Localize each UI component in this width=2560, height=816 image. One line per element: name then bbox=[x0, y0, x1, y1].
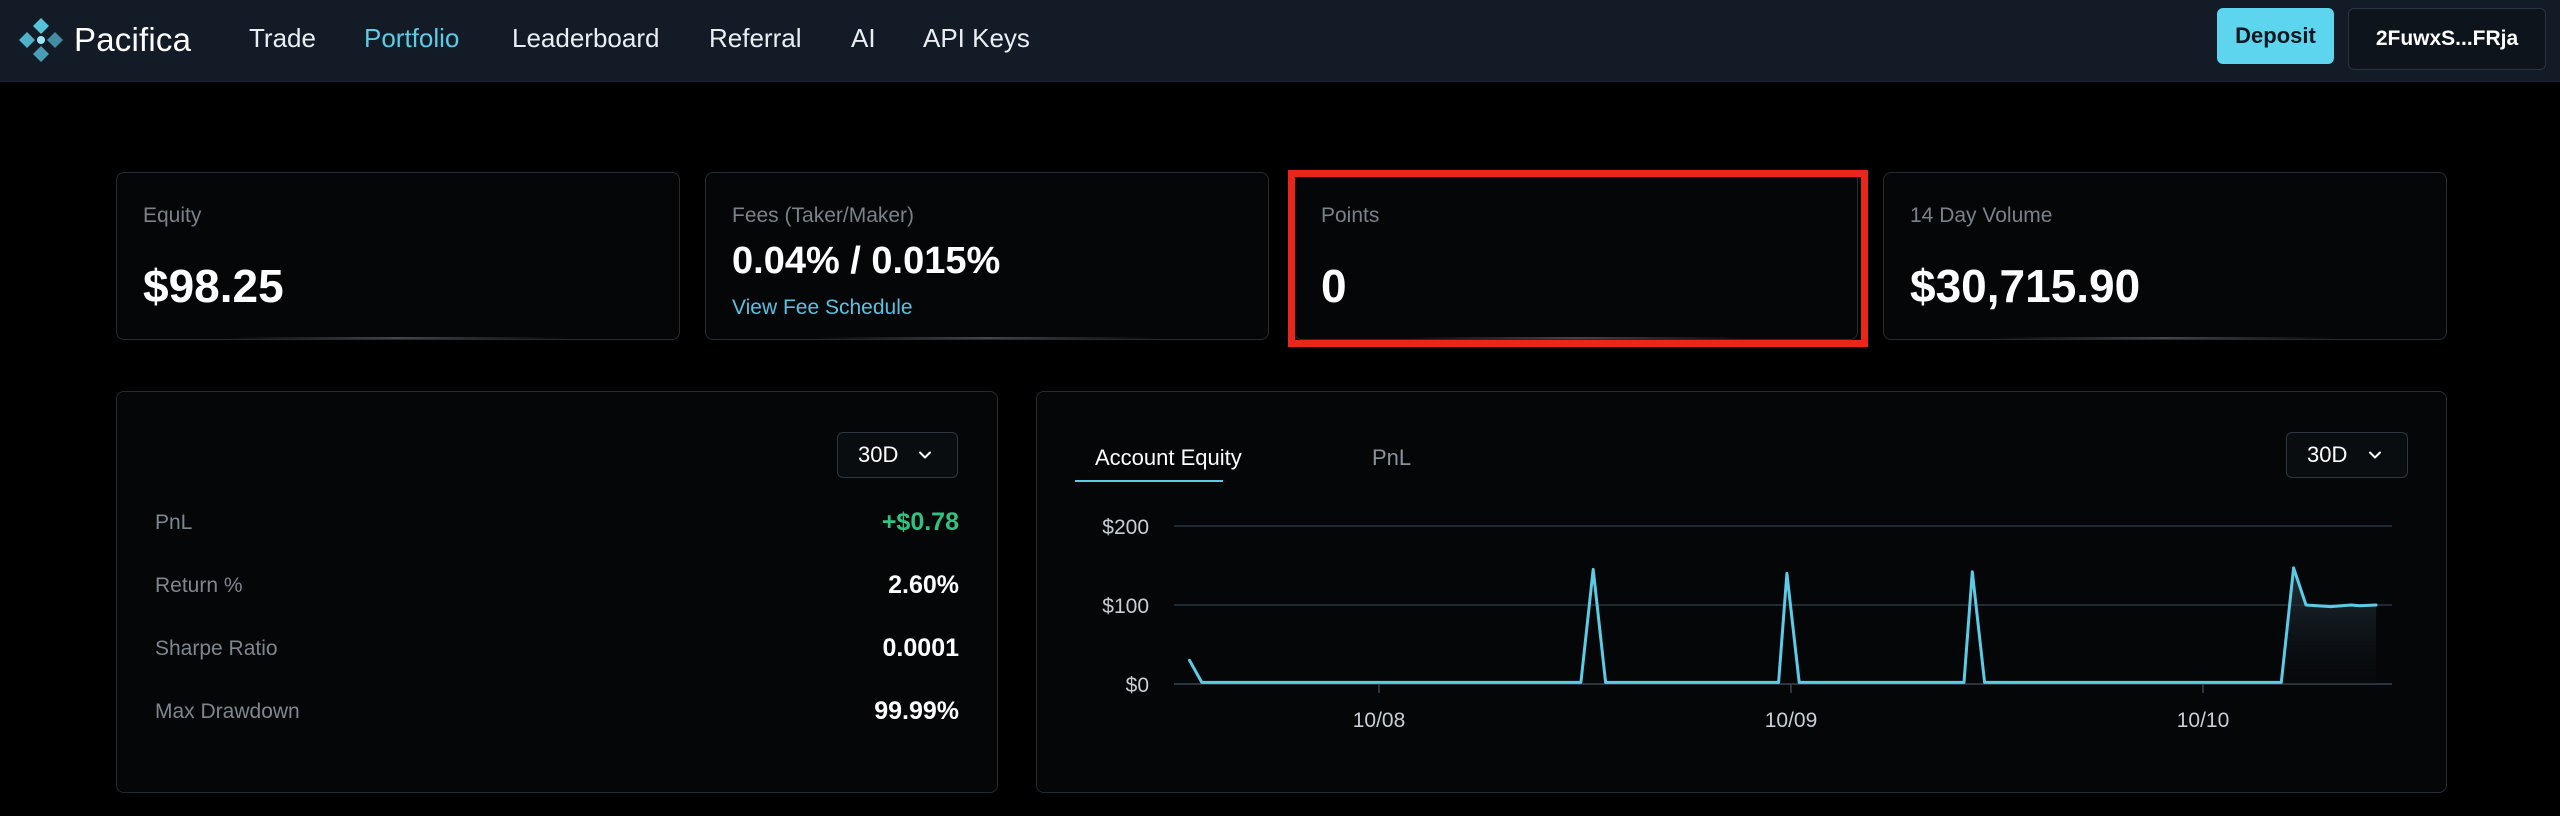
top-nav-bar: Pacifica Trade Portfolio Leaderboard Ref… bbox=[0, 0, 2560, 82]
volume-card: 14 Day Volume $30,715.90 bbox=[1883, 172, 2447, 340]
chart-range-select[interactable]: 30D bbox=[2286, 432, 2408, 478]
x-tick-label: 10/09 bbox=[1765, 709, 1818, 732]
points-value: 0 bbox=[1321, 260, 1347, 312]
performance-range-value: 30D bbox=[858, 442, 899, 467]
metric-row-sharpe: Sharpe Ratio 0.0001 bbox=[155, 634, 959, 667]
volume-label: 14 Day Volume bbox=[1910, 204, 2053, 227]
metric-label: Return % bbox=[155, 574, 243, 597]
active-tab-indicator bbox=[1075, 480, 1223, 482]
fees-card: Fees (Taker/Maker) 0.04% / 0.015% View F… bbox=[705, 172, 1269, 340]
brand-name: Pacifica bbox=[74, 21, 192, 58]
metric-row-drawdown: Max Drawdown 99.99% bbox=[155, 697, 959, 730]
fees-value: 0.04% / 0.015% bbox=[732, 240, 1001, 282]
nav-trade[interactable]: Trade bbox=[249, 23, 316, 53]
fees-label: Fees (Taker/Maker) bbox=[732, 204, 915, 227]
account-equity-chart[interactable]: $200 $100 $0 10/08 10/09 10/10 bbox=[1037, 392, 2448, 794]
wallet-address-button[interactable]: 2FuwxS...FRja bbox=[2348, 8, 2546, 70]
view-fee-schedule-link[interactable]: View Fee Schedule bbox=[732, 296, 913, 319]
equity-value: $98.25 bbox=[143, 260, 284, 312]
metric-value: 99.99% bbox=[874, 697, 959, 725]
points-card: Points 0 bbox=[1294, 172, 1858, 340]
equity-area-fill bbox=[2281, 567, 2377, 684]
y-tick-label: $100 bbox=[1102, 595, 1149, 618]
equity-card: Equity $98.25 bbox=[116, 172, 680, 340]
metric-row-return: Return % 2.60% bbox=[155, 571, 959, 604]
y-tick-label: $200 bbox=[1102, 516, 1149, 539]
chevron-down-icon bbox=[2369, 451, 2381, 459]
metric-label: PnL bbox=[155, 511, 193, 534]
pacifica-logo-icon bbox=[19, 18, 63, 62]
card-divider bbox=[229, 337, 567, 339]
equity-series-line bbox=[1188, 566, 2378, 684]
card-divider bbox=[1996, 337, 2334, 339]
chevron-down-icon bbox=[919, 451, 931, 459]
nav-ai[interactable]: AI bbox=[851, 23, 876, 53]
equity-label: Equity bbox=[143, 204, 202, 227]
chart-range-value: 30D bbox=[2307, 442, 2348, 467]
metric-label: Sharpe Ratio bbox=[155, 637, 278, 660]
performance-range-select[interactable]: 30D bbox=[837, 432, 958, 478]
metric-value: 0.0001 bbox=[882, 634, 959, 662]
nav-referral[interactable]: Referral bbox=[709, 23, 802, 53]
y-tick-label: $0 bbox=[1126, 674, 1149, 697]
card-divider bbox=[818, 337, 1156, 339]
equity-chart-panel: Account Equity PnL 30D $200 $100 $0 10/08 10… bbox=[1036, 391, 2447, 793]
performance-panel: 30D PnL +$0.78 Return % 2.60% Sharpe Rat… bbox=[116, 391, 998, 793]
card-divider bbox=[1407, 337, 1745, 339]
nav-api-keys[interactable]: API Keys bbox=[923, 23, 1030, 53]
tab-pnl[interactable]: PnL bbox=[1372, 445, 1412, 470]
points-label: Points bbox=[1321, 204, 1380, 227]
tab-account-equity[interactable]: Account Equity bbox=[1095, 445, 1242, 470]
x-tick-label: 10/08 bbox=[1353, 709, 1406, 732]
deposit-button[interactable]: Deposit bbox=[2217, 8, 2334, 64]
brand[interactable]: Pacifica bbox=[16, 15, 191, 65]
metric-value: 2.60% bbox=[888, 571, 959, 599]
volume-value: $30,715.90 bbox=[1910, 260, 2141, 312]
x-tick-label: 10/10 bbox=[2177, 709, 2230, 732]
metric-label: Max Drawdown bbox=[155, 700, 300, 723]
metric-row-pnl: PnL +$0.78 bbox=[155, 508, 959, 541]
nav-portfolio[interactable]: Portfolio bbox=[364, 23, 460, 53]
nav-leaderboard[interactable]: Leaderboard bbox=[512, 23, 660, 53]
metric-value: +$0.78 bbox=[881, 508, 959, 536]
